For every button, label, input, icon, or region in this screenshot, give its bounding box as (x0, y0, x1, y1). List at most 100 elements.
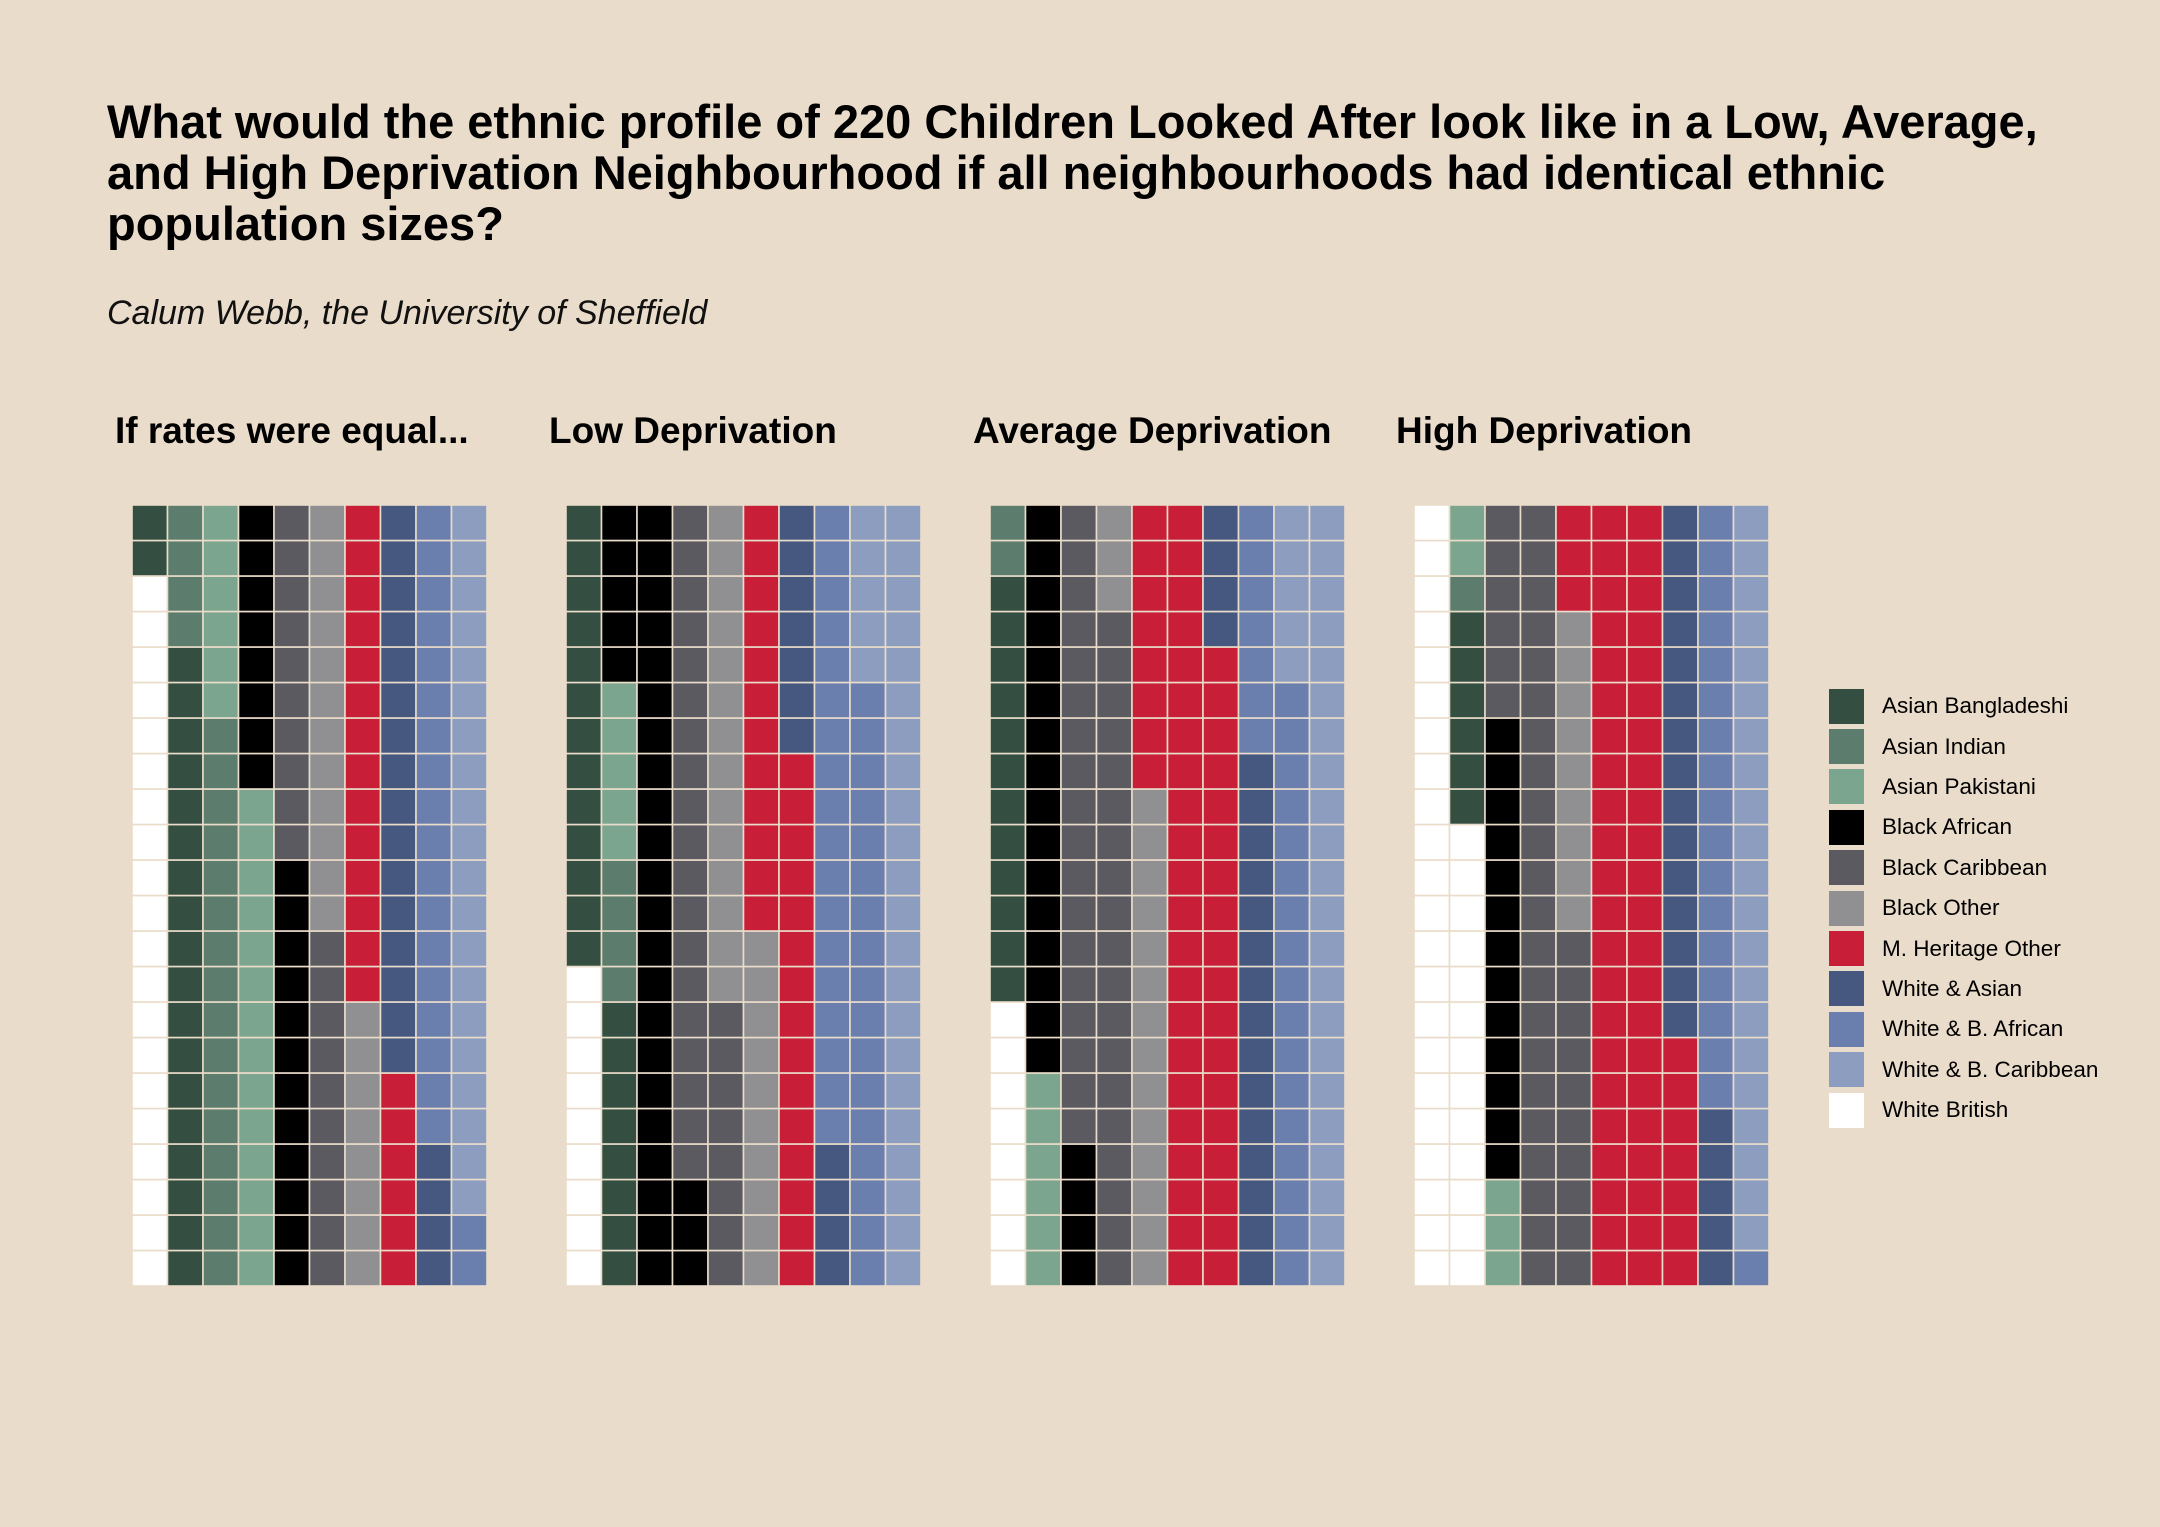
waffle-cell-white-b-african (415, 1036, 453, 1074)
waffle-cell-white-asian (778, 575, 816, 613)
waffle-cell-white-b-caribbean (1732, 1214, 1770, 1252)
waffle-cell-m-heritage-other (1626, 1072, 1664, 1110)
waffle-cell-asian-pakistani (1024, 1143, 1062, 1181)
waffle-cell-white-b-caribbean (884, 930, 922, 968)
waffle-cell-black-caribbean (1519, 823, 1557, 861)
waffle-cell-white-asian (1661, 505, 1699, 542)
waffle-cell-white-b-caribbean (1273, 505, 1311, 542)
waffle-cell-black-other (707, 788, 745, 826)
waffle-cell-white-british (132, 717, 169, 755)
waffle-cell-white-b-african (415, 505, 453, 542)
waffle-cell-black-african (636, 1249, 674, 1287)
waffle-cell-white-asian (379, 823, 417, 861)
waffle-cell-black-other (1555, 752, 1593, 790)
waffle-cell-asian-bangladeshi (600, 1143, 638, 1181)
waffle-cell-black-african (1484, 859, 1522, 897)
waffle-cell-white-asian (1237, 1107, 1275, 1145)
legend-label: Asian Indian (1882, 733, 2006, 759)
waffle-cell-white-b-caribbean (1308, 610, 1346, 648)
waffle-cell-black-african (1024, 823, 1062, 861)
waffle-cell-black-caribbean (671, 610, 709, 648)
waffle-cell-m-heritage-other (1661, 1036, 1699, 1074)
waffle-cell-black-other (1555, 717, 1593, 755)
waffle-cell-black-other (308, 823, 346, 861)
waffle-cell-asian-pakistani (237, 1249, 275, 1287)
waffle-cell-white-british (132, 1072, 169, 1110)
waffle-cell-asian-pakistani (237, 823, 275, 861)
waffle-cell-white-b-african (415, 859, 453, 897)
waffle-cell-m-heritage-other (1202, 859, 1240, 897)
waffle-cell-black-caribbean (273, 539, 311, 577)
waffle-cell-black-caribbean (1060, 681, 1098, 719)
waffle-cell-m-heritage-other (778, 788, 816, 826)
waffle-cell-black-caribbean (707, 1143, 745, 1181)
waffle-cell-black-caribbean (1060, 1036, 1098, 1074)
waffle-cell-asian-bangladeshi (990, 646, 1027, 684)
waffle-cell-m-heritage-other (1590, 1001, 1628, 1039)
waffle-cell-asian-bangladeshi (600, 1072, 638, 1110)
waffle-cell-white-asian (1237, 1214, 1275, 1252)
waffle-cell-white-b-african (415, 717, 453, 755)
waffle-cell-asian-bangladeshi (600, 1249, 638, 1287)
legend-key (1829, 971, 1864, 1007)
waffle-cell-m-heritage-other (1202, 788, 1240, 826)
waffle-cell-black-other (308, 610, 346, 648)
waffle-cell-white-b-caribbean (849, 505, 887, 542)
waffle-cell-white-british (132, 575, 169, 613)
waffle-cell-m-heritage-other (1166, 894, 1204, 932)
waffle-cell-white-british (1414, 610, 1451, 648)
waffle-cell-white-b-african (813, 610, 851, 648)
waffle-cell-white-b-caribbean (1308, 539, 1346, 577)
waffle-cell-white-b-caribbean (1732, 646, 1770, 684)
waffle-cell-white-british (1414, 1107, 1451, 1145)
waffle-cell-m-heritage-other (344, 610, 382, 648)
waffle-cell-asian-indian (202, 930, 240, 968)
waffle-cell-m-heritage-other (1626, 1001, 1664, 1039)
waffle-cell-black-caribbean (707, 1036, 745, 1074)
waffle-cell-white-b-caribbean (1308, 859, 1346, 897)
waffle-cell-m-heritage-other (778, 1178, 816, 1216)
waffle-cell-asian-pakistani (1024, 1214, 1062, 1252)
waffle-cell-black-other (344, 1214, 382, 1252)
waffle-cell-black-caribbean (1519, 894, 1557, 932)
waffle-cell-white-b-african (849, 1036, 887, 1074)
waffle-cell-white-b-caribbean (884, 965, 922, 1003)
waffle-cell-black-other (1555, 681, 1593, 719)
waffle-cell-m-heritage-other (778, 1072, 816, 1110)
waffle-cell-black-other (308, 575, 346, 613)
waffle-cell-asian-pakistani (1484, 1178, 1522, 1216)
waffle-cell-black-caribbean (308, 1107, 346, 1145)
waffle-cell-white-british (132, 1143, 169, 1181)
waffle-cell-white-b-african (1732, 1249, 1770, 1287)
waffle-cell-white-b-african (415, 965, 453, 1003)
waffle-cell-white-b-caribbean (1308, 1178, 1346, 1216)
waffle-cell-asian-bangladeshi (566, 859, 603, 897)
waffle-cell-asian-indian (202, 1143, 240, 1181)
waffle-cell-black-other (707, 823, 745, 861)
waffle-cell-white-b-caribbean (1273, 539, 1311, 577)
waffle-cell-black-other (1131, 1072, 1169, 1110)
waffle-cell-black-caribbean (707, 1249, 745, 1287)
waffle-cell-white-british (566, 1072, 603, 1110)
waffle-cell-asian-bangladeshi (566, 505, 603, 542)
waffle-cell-black-african (1024, 859, 1062, 897)
waffle-cell-black-caribbean (671, 752, 709, 790)
panel-title-equal: If rates were equal... (115, 410, 469, 451)
waffle-cell-m-heritage-other (1131, 610, 1169, 648)
waffle-cell-asian-bangladeshi (566, 752, 603, 790)
waffle-cell-asian-indian (202, 1249, 240, 1287)
waffle-cell-white-british (1448, 1214, 1486, 1252)
waffle-cell-black-caribbean (1555, 930, 1593, 968)
waffle-cell-white-b-african (415, 752, 453, 790)
waffle-cell-black-caribbean (1555, 1178, 1593, 1216)
waffle-cell-black-african (636, 788, 674, 826)
waffle-cell-black-other (1131, 1001, 1169, 1039)
waffle-cell-white-british (1414, 1214, 1451, 1252)
waffle-cell-m-heritage-other (1661, 1214, 1699, 1252)
waffle-cell-m-heritage-other (344, 823, 382, 861)
waffle-cell-m-heritage-other (1590, 859, 1628, 897)
waffle-cell-white-b-caribbean (1732, 1143, 1770, 1181)
waffle-cell-m-heritage-other (742, 610, 780, 648)
waffle-cell-black-african (1024, 681, 1062, 719)
waffle-cell-black-caribbean (1519, 965, 1557, 1003)
